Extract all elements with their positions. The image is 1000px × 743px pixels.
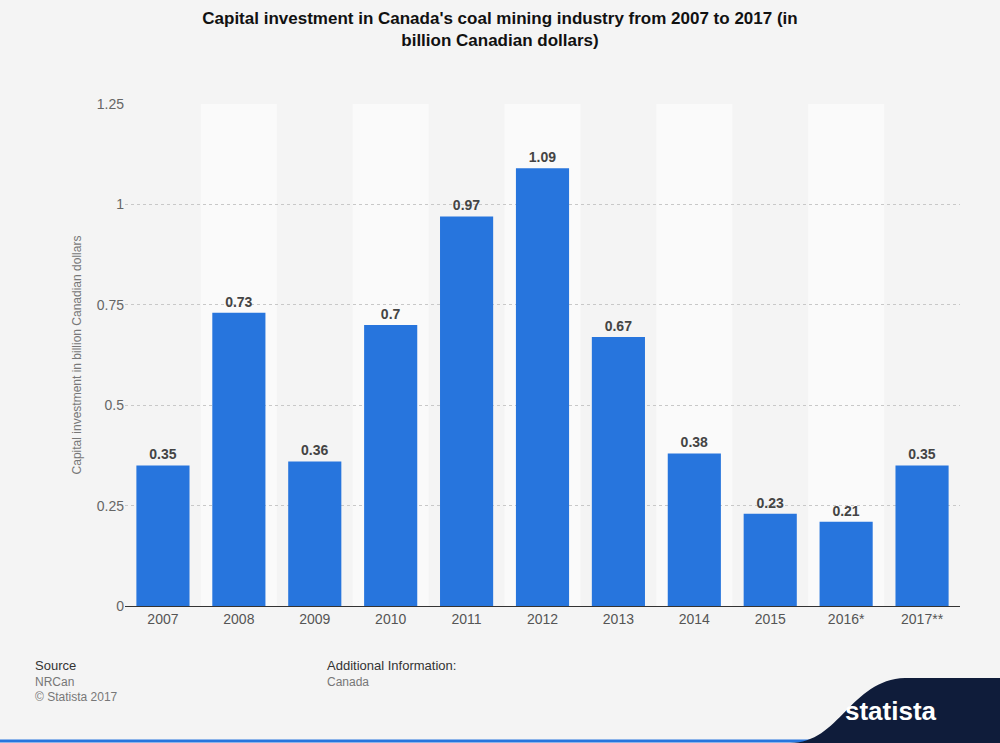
svg-text:2009: 2009 [299,611,330,627]
svg-text:2017**: 2017** [901,611,944,627]
svg-text:1.09: 1.09 [529,149,556,165]
svg-text:0.38: 0.38 [681,434,708,450]
svg-text:2011: 2011 [452,611,482,627]
svg-text:0.7: 0.7 [381,306,401,322]
svg-text:0.21: 0.21 [832,503,859,519]
svg-text:Additional Information:: Additional Information: [327,658,456,673]
svg-text:statista: statista [845,696,937,726]
svg-text:0.5: 0.5 [105,397,125,413]
svg-text:0.73: 0.73 [225,294,252,310]
svg-text:0.35: 0.35 [908,446,935,462]
svg-text:2013: 2013 [603,611,634,627]
svg-text:2008: 2008 [223,611,254,627]
svg-text:1.25: 1.25 [97,96,124,112]
svg-text:2016*: 2016* [828,611,865,627]
svg-text:Capital investment in billion: Capital investment in billion Canadian d… [70,236,84,475]
svg-text:1: 1 [116,196,124,212]
svg-text:© Statista 2017: © Statista 2017 [35,690,118,704]
svg-text:0.36: 0.36 [301,442,328,458]
svg-text:0.25: 0.25 [97,498,124,514]
svg-text:Capital investment in Canada's: Capital investment in Canada's coal mini… [202,9,797,50]
svg-text:Canada: Canada [327,675,369,689]
svg-text:0.23: 0.23 [756,495,783,511]
svg-text:0.97: 0.97 [453,197,480,213]
svg-text:0.35: 0.35 [149,446,176,462]
svg-text:Source: Source [35,658,76,673]
svg-text:0.67: 0.67 [605,318,632,334]
svg-text:2010: 2010 [375,611,406,627]
svg-text:0.75: 0.75 [97,297,124,313]
svg-text:2014: 2014 [679,611,710,627]
svg-text:NRCan: NRCan [35,675,74,689]
svg-text:2007: 2007 [147,611,178,627]
svg-text:0: 0 [116,598,124,614]
svg-text:2012: 2012 [527,611,558,627]
svg-text:2015: 2015 [755,611,786,627]
